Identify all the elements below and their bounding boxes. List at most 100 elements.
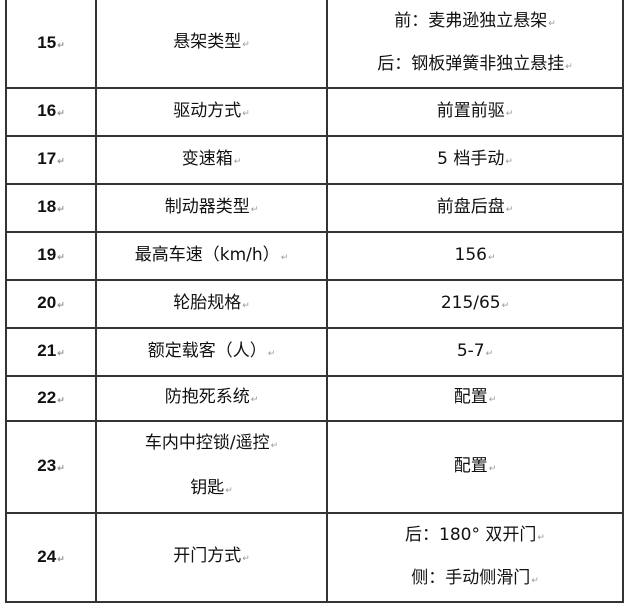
- row-number: 16↵: [5, 87, 97, 137]
- row-number: 19↵: [5, 231, 97, 281]
- row-number-text: 21↵: [7, 331, 95, 373]
- item-name: 开门方式↵: [95, 512, 328, 603]
- paragraph-mark-icon: ↵: [233, 156, 242, 167]
- paragraph-mark-icon: ↵: [565, 61, 573, 72]
- paragraph-mark-icon: ↵: [57, 108, 65, 118]
- paragraph-mark-icon: ↵: [225, 486, 233, 496]
- paragraph-mark-icon: ↵: [57, 39, 65, 50]
- cell-text: 22: [37, 387, 57, 407]
- item-name-text: 最高车速（km/h）↵: [97, 235, 326, 278]
- cell-text: 额定载客（人）: [147, 340, 267, 361]
- item-name-text: 防抱死系统↵: [97, 377, 326, 420]
- row-number-text: 15↵: [7, 23, 95, 65]
- item-value-text: 侧：手动侧滑门↵: [328, 558, 622, 601]
- item-name: 驱动方式↵: [95, 87, 328, 137]
- table-row: 17↵ 变速箱↵ 5 档手动↵: [5, 135, 624, 185]
- row-number-text: 22↵: [7, 378, 95, 420]
- cell-text: 配置: [453, 387, 488, 407]
- table-row: 19↵ 最高车速（km/h）↵ 156↵: [5, 231, 624, 281]
- item-value: 前盘后盘↵: [326, 183, 624, 233]
- cell-text: 前：麦弗逊独立悬架: [394, 10, 548, 31]
- item-name-text: 悬架类型↵: [97, 22, 326, 65]
- item-name-text: 额定载客（人）↵: [97, 331, 326, 374]
- paragraph-mark-icon: ↵: [488, 463, 497, 474]
- item-value-text: 5 档手动↵: [328, 139, 622, 182]
- paragraph-mark-icon: ↵: [270, 441, 279, 451]
- item-value: 前置前驱↵: [326, 87, 624, 137]
- paragraph-mark-icon: ↵: [250, 204, 259, 215]
- cell-text: 制动器类型: [164, 196, 250, 217]
- paragraph-mark-icon: ↵: [57, 204, 65, 214]
- item-value: 配置↵: [326, 420, 624, 514]
- item-value: 156↵: [326, 231, 624, 281]
- item-name-text: 驱动方式↵: [97, 91, 326, 134]
- row-number: 17↵: [5, 135, 97, 185]
- paragraph-mark-icon: ↵: [242, 108, 250, 119]
- cell-text: 16: [37, 101, 57, 120]
- paragraph-mark-icon: ↵: [537, 532, 545, 543]
- item-value-text: 后：钢板弹簧非独立悬挂↵: [328, 44, 622, 87]
- row-number: 20↵: [5, 279, 97, 329]
- item-name: 变速箱↵: [95, 135, 328, 185]
- row-number: 21↵: [5, 327, 97, 377]
- cell-text: 215/65: [440, 292, 501, 313]
- cell-text: 5 档手动: [437, 148, 505, 169]
- row-number-text: 20↵: [7, 283, 95, 325]
- row-number: 15↵: [5, 0, 97, 89]
- row-number-text: 24↵: [7, 537, 95, 579]
- item-name: 防抱死系统↵: [95, 375, 328, 422]
- paragraph-mark-icon: ↵: [57, 553, 65, 564]
- table-row: 15↵ 悬架类型↵ 前：麦弗逊独立悬架↵ 后：钢板弹簧非独立悬挂↵: [5, 0, 624, 89]
- item-name: 悬架类型↵: [95, 0, 328, 89]
- item-value: 配置↵: [326, 375, 624, 422]
- item-name-text: 轮胎规格↵: [97, 283, 326, 326]
- cell-text: 18: [37, 197, 57, 216]
- item-name-text: 制动器类型↵: [97, 187, 326, 230]
- paragraph-mark-icon: ↵: [505, 108, 514, 119]
- cell-text: 开门方式: [173, 546, 242, 566]
- cell-text: 车内中控锁/遥控: [144, 433, 270, 453]
- table-row: 18↵ 制动器类型↵ 前盘后盘↵: [5, 183, 624, 233]
- item-value-text: 5-7↵: [328, 331, 622, 374]
- cell-text: 钥匙: [190, 478, 225, 498]
- paragraph-mark-icon: ↵: [280, 252, 289, 263]
- table-row: 23↵ 车内中控锁/遥控↵ 钥匙↵ 配置↵: [5, 420, 624, 514]
- item-name-text: 车内中控锁/遥控↵: [97, 422, 326, 467]
- paragraph-mark-icon: ↵: [505, 156, 513, 167]
- paragraph-mark-icon: ↵: [57, 463, 65, 473]
- paragraph-mark-icon: ↵: [548, 18, 556, 29]
- item-value-text: 配置↵: [328, 377, 622, 420]
- item-name: 轮胎规格↵: [95, 279, 328, 329]
- cell-text: 变速箱: [181, 148, 233, 169]
- row-number-text: 23↵: [7, 446, 95, 488]
- item-value-text: 配置↵: [328, 446, 622, 489]
- row-number-text: 17↵: [7, 139, 95, 181]
- item-value: 后：180° 双开门↵ 侧：手动侧滑门↵: [326, 512, 624, 603]
- cell-text: 前盘后盘: [436, 196, 505, 217]
- cell-text: 侧：手动侧滑门: [411, 567, 531, 588]
- paragraph-mark-icon: ↵: [57, 252, 65, 262]
- row-number: 22↵: [5, 375, 97, 422]
- paragraph-mark-icon: ↵: [57, 156, 65, 166]
- cell-text: 最高车速（km/h）: [134, 244, 280, 265]
- paragraph-mark-icon: ↵: [531, 575, 539, 586]
- table-row: 21↵ 额定载客（人）↵ 5-7↵: [5, 327, 624, 377]
- paragraph-mark-icon: ↵: [487, 252, 496, 263]
- item-name: 额定载客（人）↵: [95, 327, 328, 377]
- row-number: 24↵: [5, 512, 97, 603]
- row-number-text: 19↵: [7, 235, 95, 277]
- cell-text: 24: [37, 546, 57, 566]
- paragraph-mark-icon: ↵: [57, 348, 65, 358]
- cell-text: 15: [37, 32, 57, 52]
- item-value-text: 前：麦弗逊独立悬架↵: [328, 1, 622, 44]
- cell-text: 后：钢板弹簧非独立悬挂: [377, 53, 565, 74]
- cell-text: 悬架类型: [173, 32, 242, 52]
- paragraph-mark-icon: ↵: [57, 394, 65, 405]
- row-number-text: 18↵: [7, 187, 95, 229]
- paragraph-mark-icon: ↵: [267, 348, 276, 359]
- item-value-text: 前盘后盘↵: [328, 187, 622, 230]
- item-name-text: 钥匙↵: [97, 467, 326, 512]
- item-name: 最高车速（km/h）↵: [95, 231, 328, 281]
- item-value: 前：麦弗逊独立悬架↵ 后：钢板弹簧非独立悬挂↵: [326, 0, 624, 89]
- cell-text: 17: [37, 149, 57, 168]
